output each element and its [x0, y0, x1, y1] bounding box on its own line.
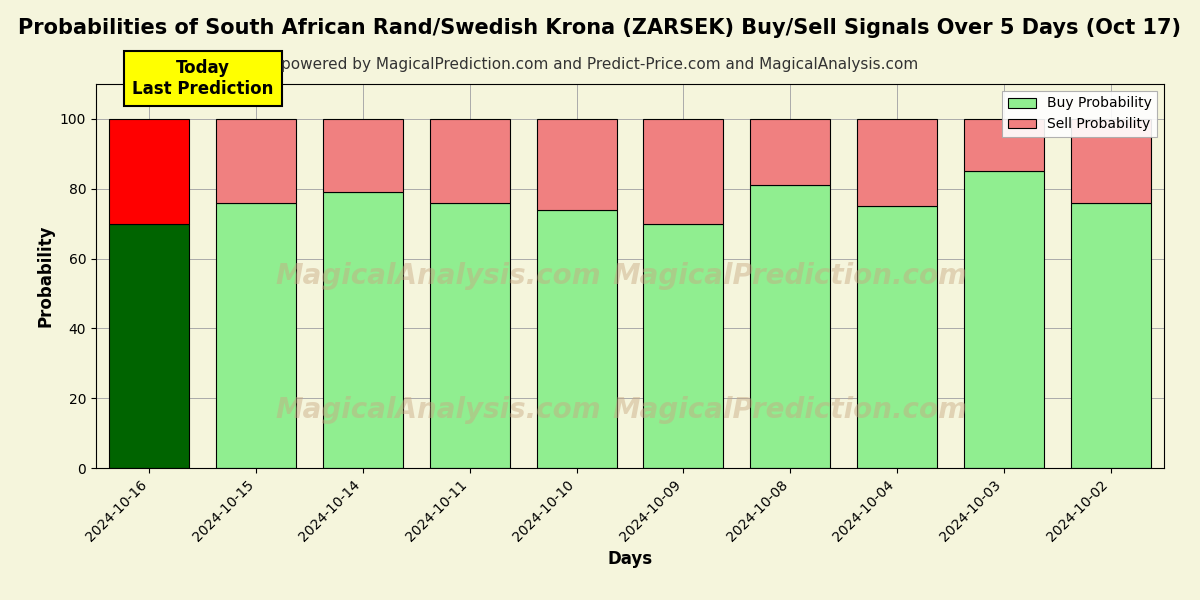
Legend: Buy Probability, Sell Probability: Buy Probability, Sell Probability — [1002, 91, 1157, 137]
Bar — [857, 119, 937, 206]
Text: MagicalAnalysis.com: MagicalAnalysis.com — [275, 262, 600, 290]
Text: powered by MagicalPrediction.com and Predict-Price.com and MagicalAnalysis.com: powered by MagicalPrediction.com and Pre… — [281, 57, 919, 72]
Bar — [323, 192, 403, 468]
Text: Probabilities of South African Rand/Swedish Krona (ZARSEK) Buy/Sell Signals Over: Probabilities of South African Rand/Swed… — [18, 18, 1182, 38]
X-axis label: Days: Days — [607, 550, 653, 568]
Bar — [1070, 119, 1151, 203]
Bar — [536, 119, 617, 209]
Bar — [323, 119, 403, 192]
Bar — [536, 209, 617, 468]
Bar — [750, 119, 830, 185]
Bar — [964, 119, 1044, 171]
Bar — [430, 203, 510, 468]
Y-axis label: Probability: Probability — [36, 225, 54, 327]
Bar — [750, 185, 830, 468]
Text: Today
Last Prediction: Today Last Prediction — [132, 59, 274, 98]
Bar — [964, 171, 1044, 468]
Text: MagicalPrediction.com: MagicalPrediction.com — [613, 397, 967, 424]
Bar — [643, 224, 724, 468]
Bar — [109, 119, 190, 224]
Bar — [216, 119, 296, 203]
Bar — [109, 224, 190, 468]
Bar — [643, 119, 724, 224]
Bar — [216, 203, 296, 468]
Bar — [857, 206, 937, 468]
Text: MagicalPrediction.com: MagicalPrediction.com — [613, 262, 967, 290]
Text: MagicalAnalysis.com: MagicalAnalysis.com — [275, 397, 600, 424]
Bar — [1070, 203, 1151, 468]
Bar — [430, 119, 510, 203]
